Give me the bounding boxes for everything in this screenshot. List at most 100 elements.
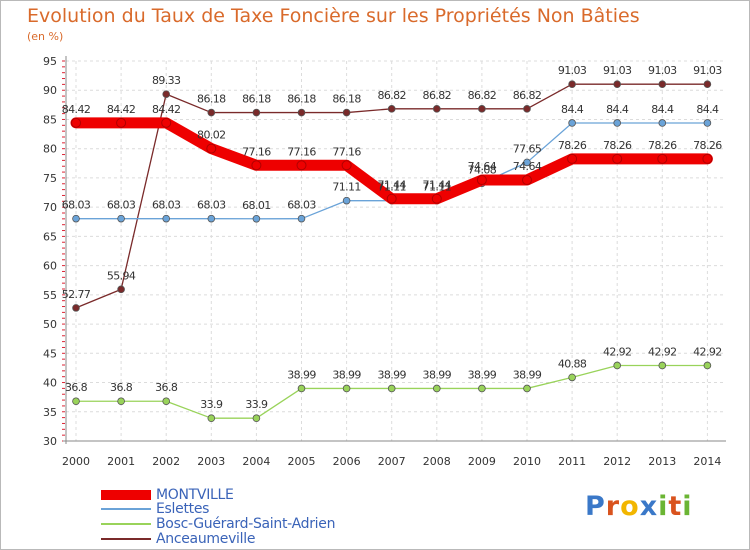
data-label-anceaumeville: 52.77 [62, 288, 91, 301]
data-label-montville: 77.16 [287, 145, 316, 158]
data-label-anceaumeville: 91.03 [603, 64, 632, 77]
data-point-anceaumeville [72, 304, 80, 312]
y-tick-label: 95 [43, 55, 57, 68]
data-label-anceaumeville: 89.33 [152, 74, 181, 87]
data-point-bosc-guerard [523, 384, 531, 393]
data-label-anceaumeville: 91.03 [648, 64, 677, 77]
data-point-montville [522, 175, 532, 186]
data-label-anceaumeville: 55.94 [107, 269, 136, 282]
data-label-bosc-guerard: 38.99 [332, 368, 361, 381]
data-label-bosc-guerard: 33.9 [200, 398, 223, 411]
logo-letter: P [585, 491, 606, 522]
data-point-anceaumeville [523, 105, 531, 113]
data-point-montville [251, 160, 262, 171]
data-label-eslettes: 68.03 [287, 199, 316, 212]
y-tick-label: 50 [43, 318, 57, 331]
data-point-bosc-guerard [568, 373, 576, 382]
x-tick-label: 2014 [693, 455, 721, 468]
y-tick-label: 45 [43, 347, 57, 360]
data-label-anceaumeville: 86.18 [332, 93, 361, 106]
data-label-bosc-guerard: 42.92 [603, 345, 632, 358]
data-point-anceaumeville [342, 108, 351, 117]
y-tick-label: 30 [43, 435, 57, 448]
data-label-anceaumeville: 86.18 [287, 93, 316, 106]
legend-item-bosc-guerard: Bosc-Guérard-Saint-Adrien [101, 516, 335, 532]
data-point-bosc-guerard [703, 361, 712, 370]
y-tick-label: 75 [43, 172, 57, 185]
data-point-montville [567, 153, 578, 164]
data-point-anceaumeville [117, 285, 125, 294]
data-point-bosc-guerard [117, 397, 125, 406]
y-tick-label: 80 [43, 143, 57, 156]
data-point-anceaumeville [478, 105, 486, 113]
y-tick-label: 40 [43, 377, 57, 390]
y-tick-label: 60 [43, 260, 57, 273]
data-point-bosc-guerard [72, 397, 80, 406]
data-label-anceaumeville: 91.03 [558, 64, 587, 77]
data-label-anceaumeville: 86.82 [468, 89, 497, 102]
data-point-eslettes [207, 214, 216, 223]
data-label-montville: 71.44 [377, 179, 406, 192]
series-lines [70, 80, 713, 423]
x-tick-label: 2005 [288, 455, 316, 468]
data-label-bosc-guerard: 36.8 [155, 381, 178, 394]
data-label-eslettes: 84.4 [561, 103, 584, 116]
data-label-bosc-guerard: 38.99 [468, 368, 497, 381]
data-point-montville [612, 153, 623, 164]
data-point-montville [702, 153, 713, 164]
data-point-montville [116, 117, 127, 128]
data-point-bosc-guerard [387, 384, 396, 393]
y-tick-label: 70 [43, 201, 57, 214]
data-label-anceaumeville: 86.18 [242, 93, 271, 106]
data-label-bosc-guerard: 42.92 [693, 345, 722, 358]
data-label-anceaumeville: 91.03 [693, 64, 722, 77]
data-point-anceaumeville [658, 80, 667, 89]
data-label-eslettes: 77.65 [513, 142, 542, 155]
legend-swatch-eslettes [101, 508, 151, 510]
data-point-montville [476, 175, 487, 186]
data-label-bosc-guerard: 38.99 [423, 368, 452, 381]
y-tick-label: 35 [43, 406, 57, 419]
data-point-bosc-guerard [432, 384, 441, 393]
data-point-montville [206, 143, 217, 154]
data-point-montville [431, 193, 442, 204]
data-point-anceaumeville [252, 108, 261, 117]
data-point-anceaumeville [613, 80, 621, 89]
data-point-bosc-guerard [297, 384, 306, 393]
data-label-montville: 78.26 [648, 139, 677, 152]
data-label-anceaumeville: 86.82 [423, 89, 452, 102]
data-label-montville: 74.64 [468, 160, 497, 173]
legend-item-eslettes: Eslettes [101, 501, 209, 517]
data-label-montville: 71.44 [423, 179, 452, 192]
x-tick-label: 2013 [648, 455, 676, 468]
legend-label-anceaumeville: Anceaumeville [156, 531, 256, 547]
data-point-anceaumeville [162, 90, 171, 98]
logo-letter: t [668, 491, 683, 522]
data-point-montville [296, 160, 307, 171]
x-tick-label: 2002 [152, 455, 180, 468]
data-label-anceaumeville: 86.18 [197, 93, 226, 106]
data-label-bosc-guerard: 40.88 [558, 357, 587, 370]
x-tick-label: 2008 [423, 455, 451, 468]
data-point-eslettes [162, 214, 171, 223]
data-label-anceaumeville: 86.82 [513, 89, 542, 102]
data-label-montville: 77.16 [332, 145, 361, 158]
legend-swatch-bosc-guerard [101, 523, 151, 525]
x-tick-label: 2000 [62, 455, 90, 468]
data-point-eslettes [297, 214, 306, 223]
x-tick-label: 2009 [468, 455, 496, 468]
axes: 30 35 40 45 50 55 60 65 70 75 80 85 90 95 2000 2001 2002… [43, 55, 726, 468]
y-tick-label: 90 [43, 84, 57, 97]
data-point-eslettes [72, 214, 80, 223]
logo-letter: i [658, 491, 669, 522]
data-label-montville: 84.42 [107, 103, 136, 116]
data-point-bosc-guerard [252, 414, 261, 423]
data-label-bosc-guerard: 38.99 [513, 368, 542, 381]
data-point-bosc-guerard [207, 414, 216, 423]
y-axis-unit-label: (en %) [27, 30, 64, 43]
data-point-eslettes [703, 119, 712, 127]
y-tick-label: 85 [43, 113, 57, 126]
data-point-bosc-guerard [342, 384, 351, 393]
data-point-eslettes [523, 158, 531, 167]
